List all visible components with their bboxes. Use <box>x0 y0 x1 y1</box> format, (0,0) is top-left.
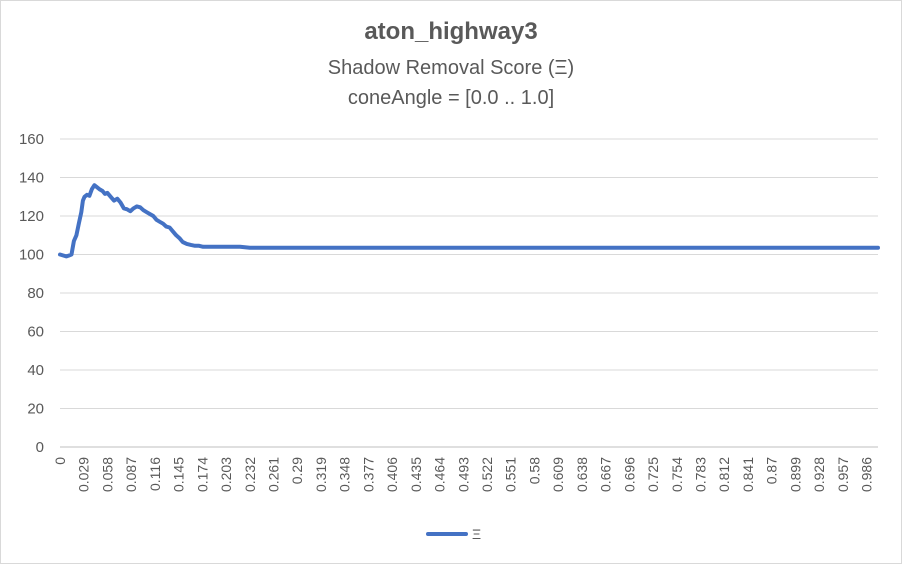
x-tick-label: 0.812 <box>716 457 732 492</box>
y-tick-label: 40 <box>27 362 44 379</box>
legend-label: Ξ <box>472 526 482 542</box>
y-tick-label: 0 <box>36 439 44 456</box>
x-tick-label: 0.841 <box>740 457 756 492</box>
x-tick-label: 0.87 <box>764 457 780 484</box>
x-tick-label: 0.377 <box>360 457 376 492</box>
x-tick-label: 0.29 <box>289 457 305 484</box>
x-tick-label: 0.058 <box>99 457 115 492</box>
x-tick-label: 0.261 <box>265 457 281 492</box>
x-tick-label: 0.522 <box>479 457 495 492</box>
series-line <box>58 183 880 259</box>
y-tick-label: 160 <box>19 131 44 148</box>
x-tick-label: 0.174 <box>194 457 210 492</box>
x-tick-label: 0.754 <box>669 457 685 492</box>
y-tick-label: 100 <box>19 247 44 264</box>
x-tick-label: 0.638 <box>574 457 590 492</box>
x-tick-label: 0.145 <box>171 457 187 492</box>
chart-subtitle: Shadow Removal Score (Ξ) <box>327 57 575 79</box>
x-tick-label: 0.928 <box>811 457 827 492</box>
x-tick-label: 0.406 <box>384 457 400 492</box>
x-tick-label: 0.899 <box>787 457 803 492</box>
x-tick-label: 0.087 <box>123 457 139 492</box>
x-tick-label: 0.319 <box>313 457 329 492</box>
y-tick-label: 120 <box>19 208 44 225</box>
x-tick-label: 0.696 <box>621 457 637 492</box>
x-tick-label: 0.232 <box>242 457 258 492</box>
x-tick-label: 0.58 <box>526 457 542 484</box>
x-tick-label: 0 <box>52 457 68 465</box>
x-tick-label: 0.609 <box>550 457 566 492</box>
x-tick-label: 0.957 <box>835 457 851 492</box>
x-tick-label: 0.348 <box>337 457 353 492</box>
y-tick-label: 140 <box>19 170 44 187</box>
x-tick-label: 0.464 <box>432 457 448 492</box>
chart-subtitle-range: coneAngle = [0.0 .. 1.0] <box>347 87 555 109</box>
x-tick-label: 0.203 <box>218 457 234 492</box>
x-tick-label: 0.551 <box>503 457 519 492</box>
x-tick-label: 0.783 <box>692 457 708 492</box>
x-tick-label: 0.493 <box>455 457 471 492</box>
y-tick-label: 60 <box>27 324 44 341</box>
x-tick-label: 0.435 <box>408 457 424 492</box>
legend-swatch <box>426 532 468 536</box>
x-tick-label: 0.986 <box>859 457 875 492</box>
y-tick-label: 20 <box>27 401 44 418</box>
x-tick-label: 0.029 <box>76 457 92 492</box>
legend: Ξ <box>426 524 481 544</box>
x-tick-label: 0.725 <box>645 457 661 492</box>
chart-title: aton_highway3 <box>364 18 538 45</box>
y-tick-label: 80 <box>27 285 44 302</box>
x-tick-label: 0.667 <box>598 457 614 492</box>
x-tick-label: 0.116 <box>147 457 163 491</box>
